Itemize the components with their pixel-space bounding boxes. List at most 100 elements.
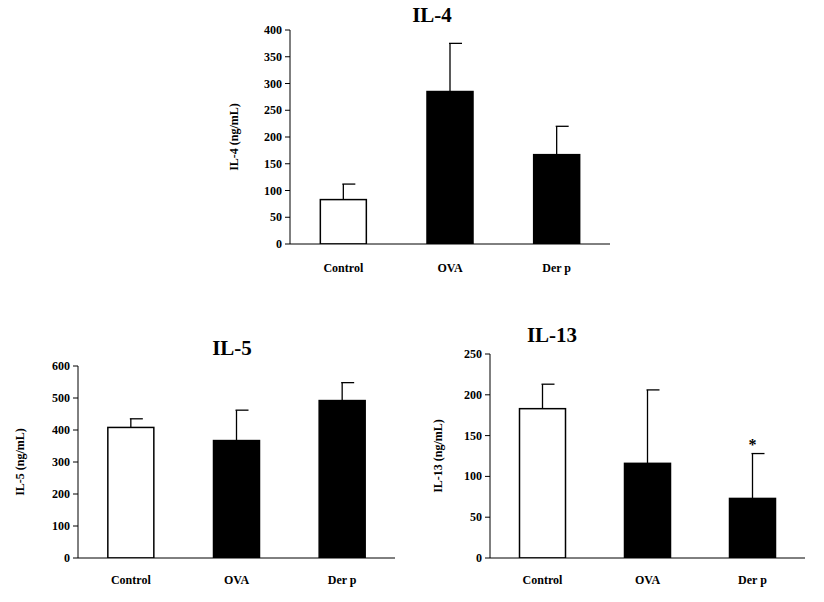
error-cap [647,389,660,390]
x-tick-label: Control [111,573,151,587]
x-tick-label: OVA [635,573,660,587]
y-tick [285,217,290,218]
bar [534,155,580,244]
x-tick-label: Der p [738,573,767,587]
y-tick-label: 200 [264,130,282,144]
error-cap [542,384,555,385]
y-tick [73,398,78,399]
y-tick [73,494,78,495]
error-bar [236,410,249,440]
y-tick-label: 250 [464,347,482,361]
y-tick [285,110,290,111]
error-line [752,454,753,499]
y-tick-label: 100 [464,469,482,483]
chart: IL-4IL-4 (ng/mL)050100150200250300350400… [227,3,610,275]
y-tick-label: 100 [52,519,70,533]
chart: IL-5IL-5 (ng/mL)0100200300400500600Contr… [13,336,395,587]
y-tick [285,83,290,84]
error-cap [449,43,462,44]
y-tick-label: 400 [264,23,282,37]
error-bar [542,384,555,408]
error-cap [752,453,765,454]
x-axis [490,558,805,559]
y-axis [78,366,79,558]
x-tick-label: Control [323,261,363,275]
y-tick [73,366,78,367]
y-tick [285,163,290,164]
y-tick-label: 300 [52,455,70,469]
bar [320,200,366,244]
y-tick [485,435,490,436]
bars [108,383,365,558]
y-axis-label: IL-5 (ng/mL) [13,428,27,496]
figure: IL-4IL-4 (ng/mL)050100150200250300350400… [0,0,824,602]
error-bar [556,126,569,154]
y-tick-label: 150 [464,429,482,443]
y-tick-label: 200 [52,487,70,501]
bar [319,401,365,558]
y-tick [485,354,490,355]
error-line [556,126,557,154]
error-line [449,43,450,91]
error-bar [449,43,462,91]
error-line [130,419,131,428]
bars [520,384,776,558]
error-cap [236,410,249,411]
x-tick-label: OVA [224,573,249,587]
x-tick-label: Der p [542,261,571,275]
bar [108,427,154,558]
title: IL-5 [212,336,252,360]
y-tick-label: 500 [52,391,70,405]
y-tick [285,244,290,245]
y-tick [485,476,490,477]
error-cap [130,418,143,419]
error-line [647,390,648,463]
y-tick-label: 150 [264,157,282,171]
title: IL-13 [527,323,577,347]
error-cap [342,183,355,184]
error-bar [342,184,355,200]
y-tick [485,558,490,559]
bar [427,92,473,244]
annotation: * [749,436,757,453]
x-axis [290,244,610,245]
y-tick [285,56,290,57]
y-tick-label: 600 [52,359,70,373]
y-axis [490,354,491,558]
y-tick-label: 200 [464,388,482,402]
y-tick-label: 250 [264,103,282,117]
y-tick [73,526,78,527]
y-tick-label: 400 [52,423,70,437]
error-bar [647,390,660,463]
x-axis [78,558,395,559]
bar [730,498,776,558]
y-tick [73,430,78,431]
error-bar [130,419,143,428]
y-tick-label: 50 [470,510,482,524]
y-tick [285,190,290,191]
y-tick [285,30,290,31]
bar [214,441,260,558]
error-bar [341,383,354,401]
y-tick-label: 50 [270,210,282,224]
bars [320,43,579,244]
y-tick [485,394,490,395]
y-tick [73,462,78,463]
y-axis-label: IL-4 (ng/mL) [227,103,241,171]
y-axis-label: IL-13 (ng/mL) [431,419,445,493]
bar [520,409,566,558]
error-line [342,383,343,401]
y-tick-label: 300 [264,77,282,91]
y-tick-label: 350 [264,50,282,64]
x-tick-label: Control [523,573,563,587]
y-tick [285,137,290,138]
x-tick-label: OVA [437,261,462,275]
error-cap [556,126,569,127]
y-axis [290,30,291,244]
error-cap [341,382,354,383]
error-line [542,384,543,408]
y-tick-label: 0 [476,551,482,565]
y-tick [485,517,490,518]
error-bar [752,454,765,499]
bar [625,463,671,558]
